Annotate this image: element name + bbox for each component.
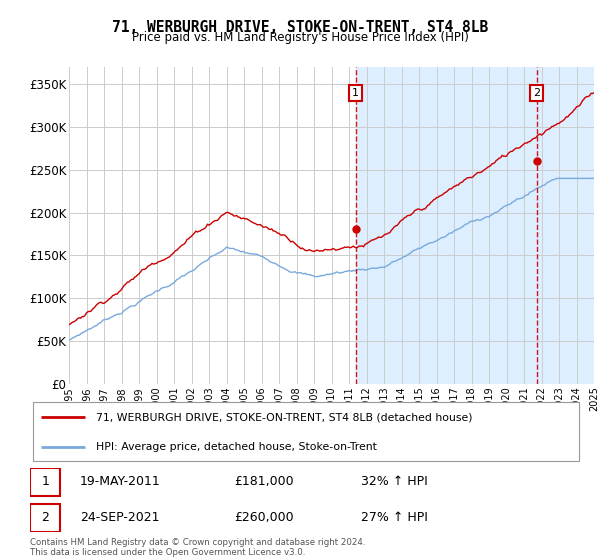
- Text: HPI: Average price, detached house, Stoke-on-Trent: HPI: Average price, detached house, Stok…: [96, 442, 377, 451]
- FancyBboxPatch shape: [33, 402, 579, 461]
- Text: 71, WERBURGH DRIVE, STOKE-ON-TRENT, ST4 8LB: 71, WERBURGH DRIVE, STOKE-ON-TRENT, ST4 …: [112, 20, 488, 35]
- Text: 1: 1: [352, 88, 359, 98]
- FancyBboxPatch shape: [30, 503, 61, 532]
- Text: 27% ↑ HPI: 27% ↑ HPI: [361, 511, 428, 524]
- Text: 1: 1: [41, 475, 49, 488]
- Text: 19-MAY-2011: 19-MAY-2011: [80, 475, 160, 488]
- Text: 24-SEP-2021: 24-SEP-2021: [80, 511, 159, 524]
- Bar: [356, 67, 594, 384]
- Text: 71, WERBURGH DRIVE, STOKE-ON-TRENT, ST4 8LB (detached house): 71, WERBURGH DRIVE, STOKE-ON-TRENT, ST4 …: [96, 412, 473, 422]
- Text: Contains HM Land Registry data © Crown copyright and database right 2024.
This d: Contains HM Land Registry data © Crown c…: [30, 538, 365, 557]
- FancyBboxPatch shape: [30, 468, 61, 496]
- Text: £181,000: £181,000: [234, 475, 294, 488]
- Text: 2: 2: [41, 511, 49, 524]
- Text: 32% ↑ HPI: 32% ↑ HPI: [361, 475, 428, 488]
- Text: £260,000: £260,000: [234, 511, 294, 524]
- Text: 2: 2: [533, 88, 541, 98]
- Text: Price paid vs. HM Land Registry's House Price Index (HPI): Price paid vs. HM Land Registry's House …: [131, 31, 469, 44]
